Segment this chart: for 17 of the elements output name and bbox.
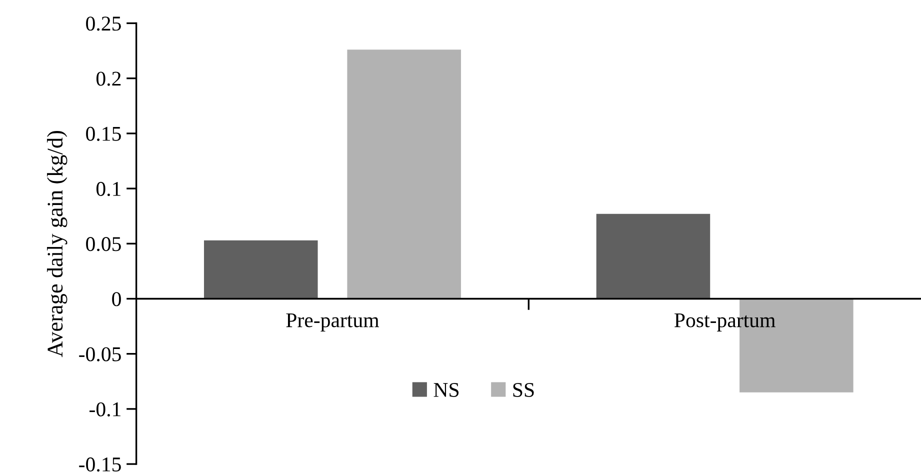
y-tick-label: -0.05 bbox=[79, 347, 121, 362]
bar bbox=[596, 214, 710, 299]
y-tick-label: -0.15 bbox=[79, 457, 121, 472]
y-tick-label: 0.25 bbox=[86, 16, 121, 31]
y-tick-label: -0.1 bbox=[90, 402, 120, 416]
y-tick-label: 0.05 bbox=[86, 237, 121, 252]
bar bbox=[204, 240, 318, 299]
y-tick-label: 0 bbox=[112, 292, 121, 306]
y-tick-label: 0.1 bbox=[96, 182, 120, 196]
x-tick-label: Post-partum bbox=[674, 313, 776, 332]
y-tick-label: 0.15 bbox=[86, 126, 121, 141]
legend-label: NS bbox=[434, 382, 459, 397]
y-axis-title: Average daily gain (kg/d) bbox=[47, 130, 68, 358]
y-tick-label: 0.2 bbox=[96, 72, 121, 86]
bar bbox=[347, 50, 461, 299]
x-tick-label: Pre-partum bbox=[286, 313, 380, 332]
legend-label: SS bbox=[513, 382, 534, 397]
